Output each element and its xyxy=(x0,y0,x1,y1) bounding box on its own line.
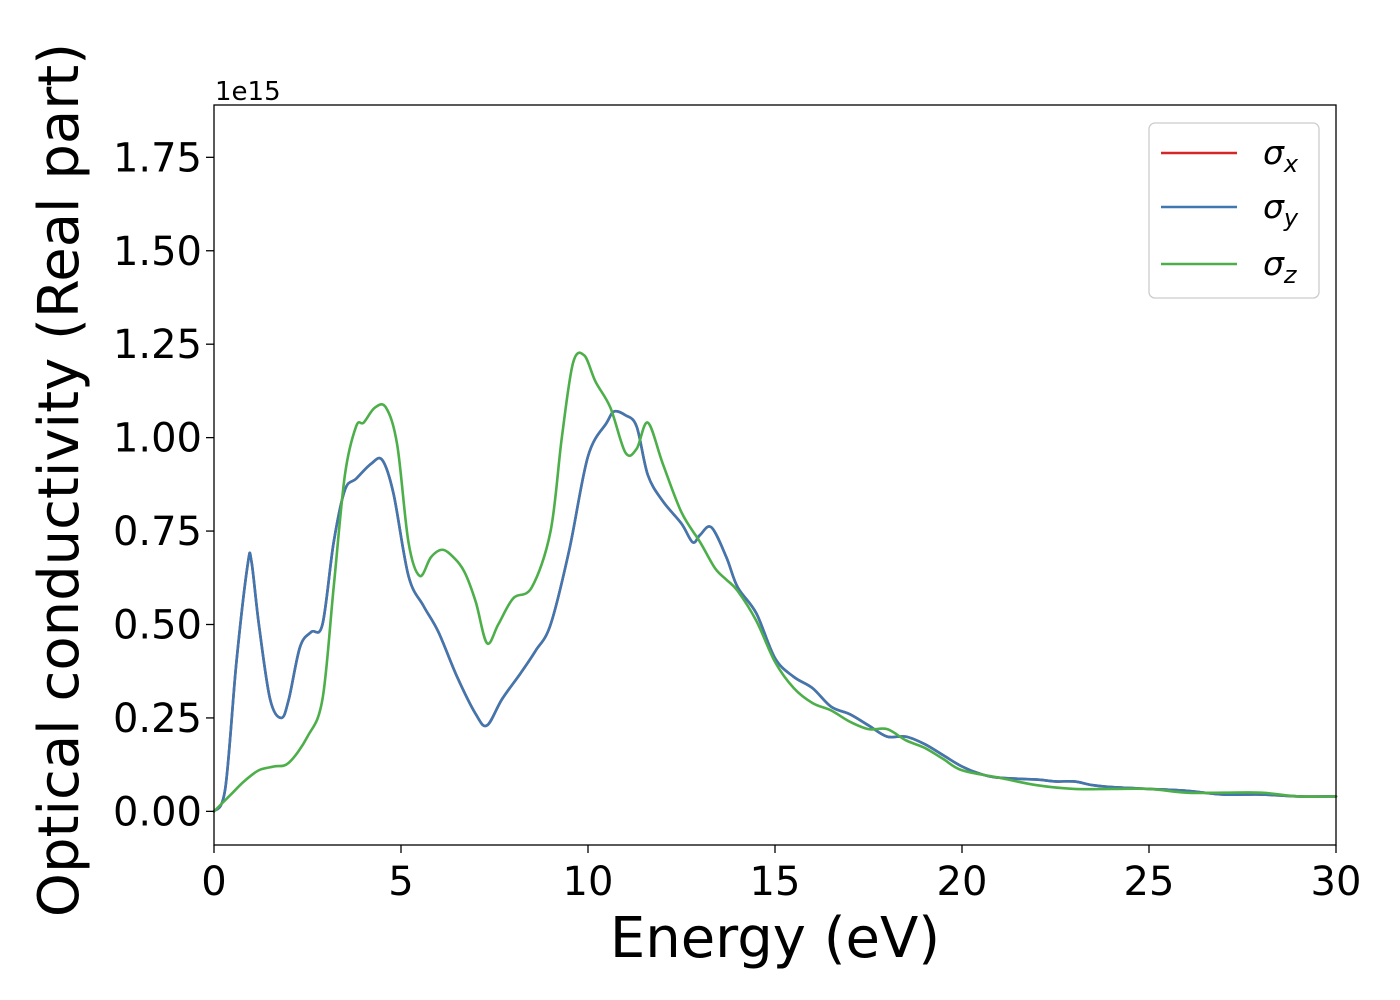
x-tick-label: 0 xyxy=(201,859,226,905)
y-tick-label: 0.00 xyxy=(113,789,202,835)
x-axis-title: Energy (eV) xyxy=(610,906,940,971)
y-tick-label: 0.50 xyxy=(113,602,202,648)
series-layer xyxy=(212,351,1338,813)
y-tick-label: 0.25 xyxy=(113,696,202,742)
x-tick-label: 30 xyxy=(1311,859,1362,905)
x-axis-ticks: 0 5 10 15 20 25 30 xyxy=(201,845,1361,905)
legend: σx σy σz xyxy=(1148,122,1320,299)
y-axis-ticks: 0.00 0.25 0.50 0.75 1.00 1.25 1.50 1.75 xyxy=(113,135,214,835)
legend-box xyxy=(1148,122,1320,299)
y-tick-label: 1.25 xyxy=(113,322,202,368)
legend-label-x: σx xyxy=(1263,133,1299,178)
x-tick-label: 20 xyxy=(937,859,988,905)
y-tick-label: 1.50 xyxy=(113,229,202,275)
y-axis-title: Optical conductivity (Real part) xyxy=(27,43,92,917)
plot-area xyxy=(212,104,1338,846)
legend-label-y: σy xyxy=(1263,187,1299,232)
y-tick-label: 0.75 xyxy=(113,509,202,555)
y-tick-label: 1.00 xyxy=(113,416,202,462)
x-tick-label: 10 xyxy=(563,859,614,905)
x-tick-label: 5 xyxy=(388,859,413,905)
y-axis-offset-label: 1e15 xyxy=(215,77,281,107)
legend-items: σx σy σz xyxy=(1161,133,1299,289)
legend-label-z: σz xyxy=(1263,244,1298,289)
series-line-z xyxy=(212,351,1338,813)
y-tick-label: 1.75 xyxy=(113,135,202,181)
x-tick-label: 25 xyxy=(1124,859,1175,905)
x-tick-label: 15 xyxy=(750,859,801,905)
